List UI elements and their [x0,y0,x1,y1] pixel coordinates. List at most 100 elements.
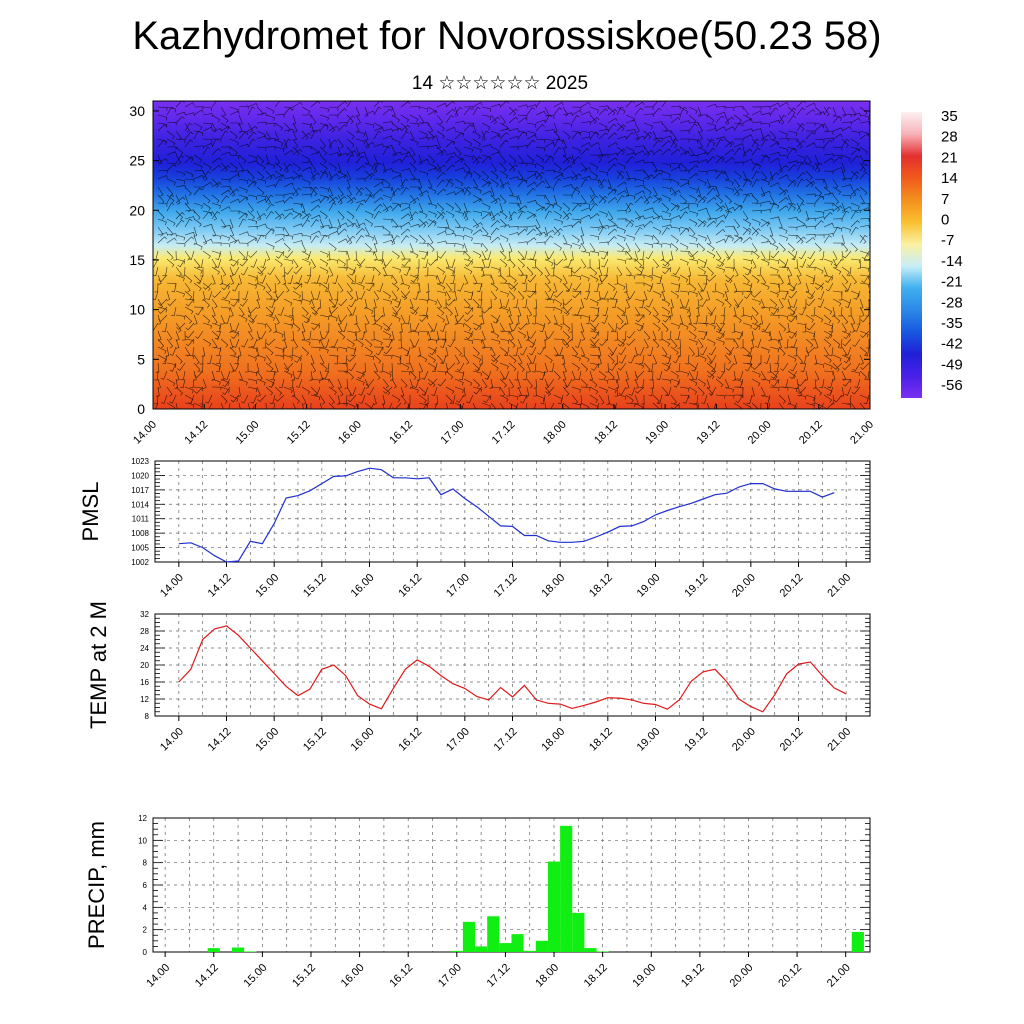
x-tick-label: 15.12 [301,726,329,754]
x-tick-label: 18.00 [539,726,567,754]
y-tick-label: 1008 [131,529,149,538]
colorbar-label: -56 [941,377,963,394]
x-tick-label: 15.00 [234,419,262,447]
x-tick-label: 20.12 [778,572,806,600]
x-tick-label: 19.12 [679,962,707,990]
x-tick-label: 20.12 [778,726,806,754]
precip-bar [450,950,463,952]
y-tick-label: 25 [129,153,145,169]
y-tick-label: 10 [138,836,147,845]
precip-bar [547,861,561,952]
precip-bar [462,921,476,952]
y-tick-label: 24 [140,644,149,653]
x-tick-label: 19.12 [682,572,710,600]
x-tick-label: 16.12 [387,962,415,990]
colorbar-label: 21 [941,149,958,166]
x-tick-label: 16.00 [339,962,367,990]
x-tick-label: 18.12 [592,419,620,447]
x-tick-label: 18.00 [539,572,567,600]
precip-bar [584,948,597,952]
x-tick-label: 14.12 [206,572,234,600]
x-tick-label: 15.12 [290,962,318,990]
y-tick-label: 10 [129,302,145,318]
x-tick-label: 21.00 [825,726,853,754]
x-tick-label: 21.00 [848,419,876,447]
colorbar-label: -42 [941,336,963,353]
precip-bar [487,916,500,952]
x-tick-label: 20.12 [797,419,825,447]
temp-panel: 8 12 16 20 24 28 32 14.00 14.12 15.00 15.12 16.00 16… [86,601,871,754]
x-tick-label: 19.00 [635,572,663,600]
x-tick-label: 20.00 [746,419,774,447]
x-tick-label: 17.12 [490,419,518,447]
warm-core-1 [364,314,489,409]
x-tick-label: 17.00 [436,962,464,990]
precip-bar [596,951,609,952]
y-tick-label: 15 [129,252,145,268]
x-tick-label: 18.00 [533,962,561,990]
page-subtitle: 14 ☆☆☆☆☆☆ 2025 [411,73,589,94]
colorbar-label: -28 [941,294,963,311]
x-tick-label: 18.12 [582,962,610,990]
x-tick-label: 14.12 [193,962,221,990]
y-tick-label: 0 [137,401,145,417]
x-tick-label: 17.00 [444,726,472,754]
x-tick-label: 20.00 [730,726,758,754]
x-tick-label: 17.00 [438,419,466,447]
precip-panel: 0 2 4 6 8 10 12 14.00 14.12 15.00 15.12 16.00 16.12 1… [84,814,871,990]
precip-bar [231,947,245,952]
y-axis-label: TEMP at 2 M [86,601,111,729]
precip-bar [560,825,573,952]
precip-bar [535,940,548,952]
x-tick-label: 14.00 [158,572,186,600]
y-tick-label: 1011 [132,515,150,524]
x-tick-label: 18.00 [541,419,569,447]
y-tick-label: 8 [143,859,148,868]
y-tick-label: 1002 [131,558,149,567]
page-title: Kazhydromet for Novorossiskoe(50.23 58) [132,14,882,58]
heatmap-panel: 0 5 10 15 20 25 30 14.00 14.12 15.00 15.12 16.00 16.… [129,100,876,447]
colorbar-label: -35 [941,315,963,332]
x-tick-label: 14.00 [144,962,172,990]
colorbar-ramp [901,112,922,398]
colorbar-label: -49 [941,356,963,373]
colorbar-label: -21 [941,274,963,291]
x-tick-label: 17.12 [492,572,520,600]
colorbar-label: -14 [941,253,963,270]
x-tick-label: 15.00 [253,726,281,754]
x-tick-label: 16.12 [396,726,424,754]
x-tick-label: 15.00 [253,572,281,600]
x-tick-label: 16.00 [349,726,377,754]
x-tick-label: 20.00 [730,572,758,600]
y-axis-label: PMSL [78,482,103,542]
precip-bar [523,950,536,952]
heatmap-field [153,101,870,409]
colorbar-label: 35 [941,108,958,125]
wind-barbs [153,101,870,409]
pmsl-panel: 1002 1005 1008 1011 1014 1017 1020 1023 14.00 14.… [78,457,871,600]
x-tick-label: 21.00 [825,572,853,600]
grid [155,613,870,717]
colorbar-label: -7 [941,232,954,249]
warm-core-2 [756,314,870,409]
precip-bar [572,912,585,952]
x-tick-label: 18.12 [587,726,615,754]
x-tick-label: 14.12 [206,726,234,754]
y-tick-label: 0 [143,948,148,957]
x-tick-label: 17.00 [444,572,472,600]
colorbar-label: 7 [941,191,949,208]
x-tick-label: 14.00 [131,419,159,447]
y-tick-label: 1017 [131,486,149,495]
grid [153,817,870,953]
x-tick-label: 20.00 [728,962,756,990]
precip-bar [851,931,864,952]
series-line [178,625,847,713]
x-tick-label: 15.00 [242,962,270,990]
x-tick-label: 14.12 [182,419,210,447]
x-tick-label: 19.00 [630,962,658,990]
precip-bar [207,948,220,952]
x-tick-label: 21.00 [825,962,853,990]
precip-bar [499,943,512,952]
x-tick-label: 17.12 [485,962,513,990]
